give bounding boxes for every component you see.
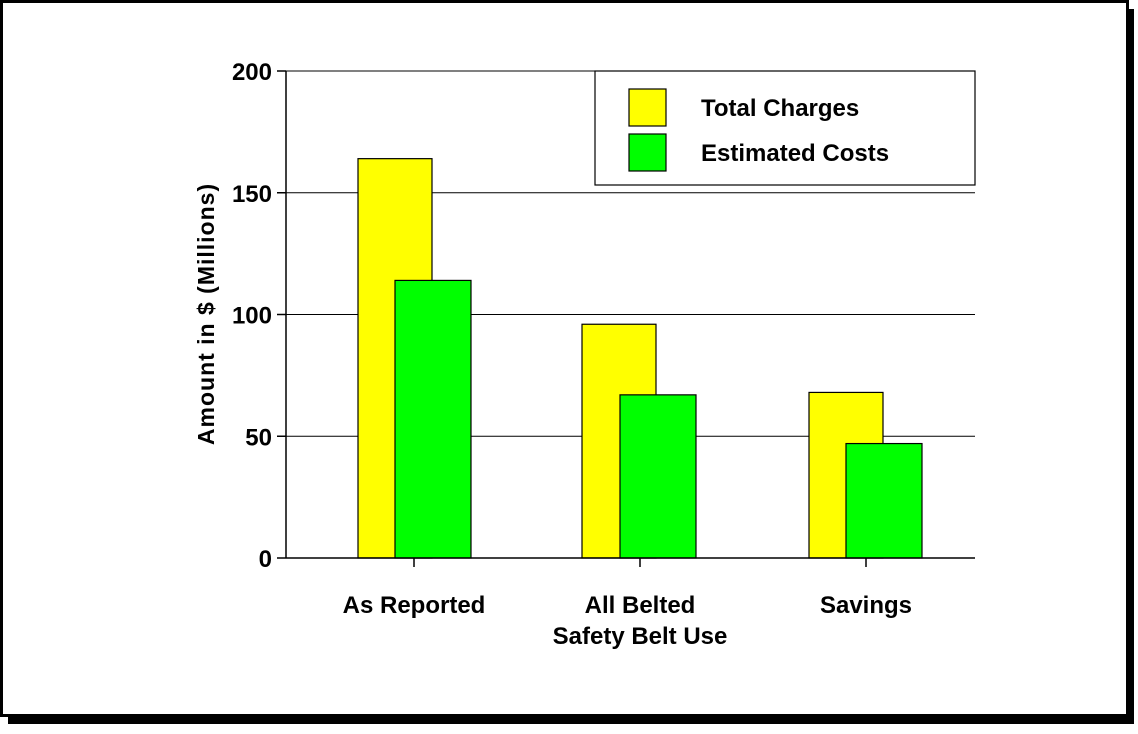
y-axis-label: Amount in $ (Millions) — [193, 183, 219, 445]
legend-label: Estimated Costs — [701, 140, 889, 167]
x-tick-label: Savings — [820, 592, 912, 619]
bars — [357, 158, 923, 559]
y-tick-label: 100 — [232, 303, 272, 330]
legend-swatch — [628, 133, 667, 172]
legend-label: Total Charges — [701, 95, 859, 122]
x-tick-label-line: Savings — [820, 592, 912, 619]
x-tick-label: As Reported — [343, 592, 486, 619]
bar-estimated-costs — [619, 394, 697, 559]
x-tick-label: All Belted Safety Belt Use — [553, 592, 728, 650]
bar-estimated-costs — [845, 442, 923, 559]
y-tick-label: 0 — [259, 546, 272, 573]
x-tick-label-line: Safety Belt Use — [553, 623, 728, 650]
y-tick-label: 150 — [232, 181, 272, 208]
x-tick-label-line: As Reported — [343, 592, 486, 619]
bar-estimated-costs — [394, 279, 472, 559]
axes: 0 50 100 150 200 As Reported All Belted Safety … — [232, 59, 975, 650]
legend: Total Charges Estimated Costs — [594, 70, 976, 186]
legend-swatch — [628, 88, 667, 127]
x-tick-label-line: All Belted — [585, 592, 696, 619]
y-tick-label: 50 — [245, 424, 272, 451]
y-tick-label: 200 — [232, 59, 272, 86]
